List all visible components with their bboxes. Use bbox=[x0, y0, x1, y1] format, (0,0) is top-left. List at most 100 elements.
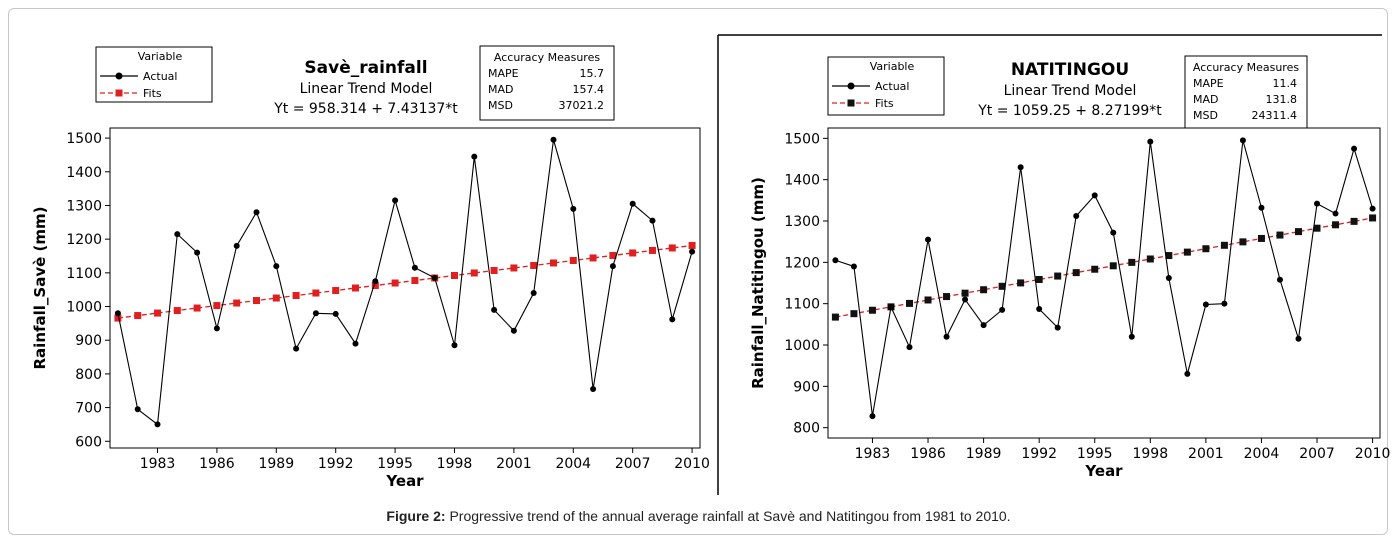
actual-point bbox=[372, 278, 379, 285]
actual-point bbox=[293, 345, 300, 352]
fits-point bbox=[272, 294, 280, 302]
actual-line bbox=[117, 139, 693, 426]
actual-point bbox=[392, 197, 399, 204]
legend-fits-label: Fits bbox=[875, 97, 894, 110]
fits-point bbox=[831, 313, 839, 321]
actual-point bbox=[154, 421, 161, 428]
fits-point bbox=[173, 307, 181, 315]
y-tick-label: 1000 bbox=[66, 300, 102, 316]
actual-point bbox=[1110, 229, 1117, 236]
x-tick-label: 1998 bbox=[437, 456, 473, 472]
y-tick-label: 1500 bbox=[66, 131, 102, 147]
actual-point bbox=[174, 231, 181, 238]
y-tick-label: 800 bbox=[793, 421, 820, 437]
plot-area bbox=[109, 127, 701, 449]
chart-1: 600 700 800 900 1000 1100 1200 1300 1400 1500 1983… bbox=[31, 45, 710, 490]
trend-equation: Yt = 1059.25 + 8.27199*t bbox=[977, 103, 1162, 119]
y-tick-label: 1200 bbox=[66, 232, 102, 248]
x-tick-label: 1995 bbox=[377, 456, 413, 472]
fits-point bbox=[980, 286, 988, 294]
actual-point bbox=[980, 322, 987, 329]
fits-point bbox=[998, 282, 1006, 290]
accuracy-msd-value: 37021.2 bbox=[559, 99, 605, 112]
actual-point bbox=[134, 406, 141, 413]
fits-point bbox=[292, 292, 300, 300]
x-tick-label: 1989 bbox=[966, 446, 1002, 462]
y-tick-label: 1000 bbox=[784, 338, 820, 354]
trend-equation: Yt = 958.314 + 7.43137*t bbox=[273, 101, 458, 117]
actual-line bbox=[835, 140, 1374, 417]
actual-point bbox=[273, 263, 280, 270]
fits-point bbox=[1313, 224, 1321, 232]
legend-actual-label: Actual bbox=[875, 80, 909, 93]
legend-title: Variable bbox=[138, 50, 183, 63]
legend-fits-label: Fits bbox=[143, 87, 162, 100]
fits-point bbox=[490, 266, 498, 274]
fits-point bbox=[569, 256, 577, 264]
fits-point bbox=[253, 297, 261, 305]
actual-point bbox=[510, 327, 517, 334]
actual-point bbox=[431, 274, 438, 281]
actual-point bbox=[590, 386, 597, 393]
actual-point bbox=[1073, 213, 1080, 220]
fits-point bbox=[1369, 214, 1377, 222]
figure-frame bbox=[8, 8, 1388, 535]
actual-point bbox=[1276, 276, 1283, 283]
actual-point bbox=[1239, 137, 1246, 144]
fits-point bbox=[312, 289, 320, 297]
plot-area bbox=[827, 127, 1381, 439]
legend-box bbox=[95, 46, 213, 103]
actual-point bbox=[530, 290, 537, 297]
actual-point bbox=[213, 325, 220, 332]
x-tick-label: 1992 bbox=[1021, 446, 1057, 462]
x-tick-label: 1983 bbox=[140, 456, 176, 472]
fits-point bbox=[213, 302, 221, 310]
accuracy-mape-label: MAPE bbox=[1193, 77, 1224, 90]
actual-point bbox=[1369, 205, 1376, 212]
x-axis-label: Year bbox=[1084, 462, 1123, 480]
accuracy-mad-label: MAD bbox=[1193, 93, 1219, 106]
y-axis-label: Rainfall_Natitingou (mm) bbox=[749, 177, 767, 389]
actual-point bbox=[1147, 138, 1154, 145]
actual-point bbox=[411, 264, 418, 271]
x-tick-label: 2007 bbox=[1299, 446, 1335, 462]
accuracy-msd-label: MSD bbox=[1193, 109, 1218, 122]
actual-point bbox=[1017, 164, 1024, 171]
caption-label: Figure 2: bbox=[386, 508, 446, 524]
y-tick-label: 1200 bbox=[784, 255, 820, 271]
chart-title: NATITINGOU bbox=[1011, 60, 1129, 80]
actual-point bbox=[669, 316, 676, 323]
fits-point bbox=[609, 251, 617, 259]
fits-point bbox=[850, 310, 858, 318]
fits-point bbox=[1017, 279, 1025, 287]
x-tick-label: 2001 bbox=[1188, 446, 1224, 462]
chart-2: 800 900 1000 1100 1200 1300 1400 1500 1983 1986 19… bbox=[749, 55, 1391, 480]
fits-point bbox=[1239, 238, 1247, 246]
actual-point bbox=[649, 217, 656, 224]
fits-point bbox=[1146, 255, 1154, 263]
actual-point bbox=[869, 413, 876, 420]
actual-point bbox=[962, 296, 969, 303]
fits-point bbox=[943, 293, 951, 301]
actual-point bbox=[1202, 301, 1209, 308]
actual-point bbox=[832, 257, 839, 264]
fits-point bbox=[1054, 272, 1062, 280]
actual-point bbox=[312, 310, 319, 317]
x-tick-label: 2010 bbox=[1355, 446, 1391, 462]
accuracy-mape-value: 15.7 bbox=[580, 67, 605, 80]
actual-point bbox=[1351, 145, 1358, 152]
fits-point bbox=[1202, 245, 1210, 253]
actual-point bbox=[1221, 300, 1228, 307]
actual-point bbox=[491, 306, 498, 313]
actual-point bbox=[233, 242, 240, 249]
legend-actual-marker bbox=[115, 72, 123, 80]
fits-point bbox=[114, 314, 122, 322]
x-tick-label: 1998 bbox=[1132, 446, 1168, 462]
y-tick-label: 1300 bbox=[784, 214, 820, 230]
fits-point bbox=[450, 272, 458, 280]
fits-point bbox=[193, 304, 201, 312]
fits-point bbox=[1276, 231, 1284, 239]
actual-point bbox=[1128, 333, 1135, 340]
accuracy-box bbox=[1184, 55, 1308, 129]
fits-point bbox=[233, 299, 241, 307]
